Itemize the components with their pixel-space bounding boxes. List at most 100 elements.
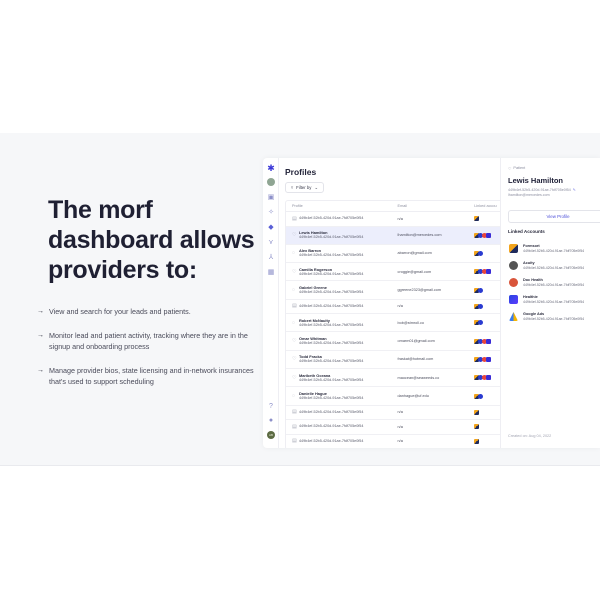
profile-email: croggie@gmail.com — [397, 269, 432, 274]
account-icon[interactable]: ● — [268, 417, 274, 424]
integration-logo-icon — [478, 287, 484, 293]
lock-icon: ▤ — [292, 215, 297, 222]
linked-accounts-title: Linked Accounts — [508, 229, 545, 234]
table-row[interactable]: ♡ Omar Whitman 449b4ef-52b5-420d-91ae-7fd… — [286, 332, 524, 351]
heart-icon: ♡ — [292, 356, 297, 363]
profile-email: fraskat@hotmail.com — [397, 357, 434, 362]
table-row[interactable]: ◌ Robert McNaulty 449b4ef-52b5-420d-91ae-… — [286, 314, 524, 333]
linked-accounts-icons — [474, 216, 524, 222]
table-row[interactable]: ♡ Maribeth Oceana 449b4ef-52b5-420d-91ae-… — [286, 369, 524, 388]
table-row[interactable]: ▤ 449b4ef-52b5-420d-91ae-7fdf705e0f54 n/a — [286, 420, 524, 435]
linked-accounts-icons — [474, 287, 524, 293]
table-row[interactable]: ♡ Todd Fracka 449b4ef-52b5-420d-91ae-7fdf… — [286, 351, 524, 370]
integration-logo-icon — [474, 338, 480, 344]
table-row[interactable]: ▤ 449b4ef-52b5-420d-91ae-7fdf705e0f54 n/a — [286, 300, 524, 315]
linked-accounts-icons — [474, 232, 524, 238]
page-title: Profiles — [285, 167, 317, 177]
linked-accounts-icons — [474, 250, 524, 256]
integration-logo-icon — [482, 356, 488, 362]
integration-logo-icon — [474, 216, 480, 222]
patient-tag: ♡ Patient — [508, 166, 526, 171]
chart-icon[interactable]: ▣ — [267, 194, 275, 201]
integration-logo-icon — [486, 338, 492, 344]
profile-email: n/a — [397, 424, 403, 429]
integration-logo-icon — [474, 375, 480, 381]
apps-icon[interactable]: ▦ — [267, 269, 275, 276]
profile-name: Gabriel Greene — [299, 285, 327, 291]
user-avatar[interactable]: AB — [267, 431, 275, 439]
profile-name: Alex Barron — [299, 248, 322, 254]
table-row[interactable]: ◌ Gabriel Greene 449b4ef-52b5-420d-91ae-7… — [286, 281, 524, 300]
workflow-icon[interactable]: ⅄ — [268, 254, 274, 261]
integration-logo-icon — [482, 375, 488, 381]
table-row[interactable]: ♡ Lewis Hamilton 449b4ef-52b5-420d-91ae-7… — [286, 226, 524, 245]
linked-account-item[interactable]: Healthie 449b4ef-52b5-420d-91ae-7fdf705e… — [509, 291, 600, 308]
table-row[interactable]: ▤ 449b4ef-52b5-420d-91ae-7fdf705e0f54 n/a — [286, 435, 524, 448]
integration-logo-icon — [474, 356, 480, 362]
lock-icon: ▤ — [292, 303, 297, 310]
profile-id: 449b4ef-52b5-420d-91ae-7fdf705e0f54 — [299, 341, 364, 346]
profile-id: 449b4ef-52b5-420d-91ae-7fdf705e0f54 — [299, 303, 364, 308]
profile-id: 449b4ef-52b5-420d-91ae-7fdf705e0f54 — [299, 396, 364, 401]
profile-name: Maribeth Oceana — [299, 372, 331, 378]
linked-account-id: 449b4ef-52b5-420d-91ae-7fdf705e0f54 — [523, 282, 585, 287]
feature-list: → View and search for your leads and pati… — [37, 306, 267, 400]
table-row[interactable]: ▤ 449b4ef-52b5-420d-91ae-7fdf705e0f54 n/a — [286, 212, 524, 227]
chat-icon: ◌ — [292, 250, 295, 257]
integration-logo-icon — [486, 232, 492, 238]
view-profile-button[interactable]: View Profile — [508, 210, 600, 223]
detail-id: 449b4ef-52b5-420d-91ae-7fdf705e0f54 ✎ — [508, 188, 576, 192]
table-row[interactable]: ▤ 449b4ef-52b5-420d-91ae-7fdf705e0f54 n/a — [286, 406, 524, 421]
logo-icon[interactable]: ✱ — [267, 163, 275, 173]
linked-account-item[interactable]: Google Ads 449b4ef-52b5-420d-91ae-7fdf70… — [509, 308, 600, 325]
sidebar-rail: ✱ ▣ ✧ ◆ ⋎ ⅄ ▦ ? ● AB — [263, 158, 279, 448]
integration-logo-icon — [474, 438, 480, 444]
profile-email: n/a — [397, 410, 403, 415]
linked-accounts-list: Formsort 449b4ef-52b5-420d-91ae-7fdf705e… — [509, 240, 600, 325]
integration-logo-icon — [474, 303, 480, 309]
merge-icon[interactable]: ⋎ — [268, 239, 274, 246]
avatar-icon[interactable] — [267, 178, 275, 186]
lock-icon: ▤ — [292, 423, 297, 430]
linked-account-item[interactable]: Acuity 449b4ef-52b5-420d-91ae-7fdf705e0f… — [509, 257, 600, 274]
linked-accounts-icons — [474, 438, 524, 444]
integration-logo-icon — [478, 338, 484, 344]
profile-name: Omar Whitman — [299, 336, 327, 342]
users-icon[interactable]: ◆ — [268, 224, 274, 231]
integration-logo-icon — [478, 269, 484, 275]
integration-logo-icon — [478, 250, 484, 256]
profile-email: lhamilton@mercedes.com — [397, 233, 442, 238]
profile-id: 449b4ef-52b5-420d-91ae-7fdf705e0f54 — [299, 359, 364, 364]
activity-icon[interactable]: ✧ — [268, 209, 274, 216]
table-row[interactable]: ◌ Danielle Hague 449b4ef-52b5-420d-91ae-7… — [286, 387, 524, 406]
linked-account-item[interactable]: Formsort 449b4ef-52b5-420d-91ae-7fdf705e… — [509, 240, 600, 257]
filter-button[interactable]: ▿ Filter by ⌄ — [285, 182, 325, 193]
profiles-panel: Profiles ▿ Filter by ⌄ Profile Email Lin… — [280, 158, 525, 448]
linked-accounts-icons — [474, 356, 524, 362]
integration-logo-icon — [478, 356, 484, 362]
healthie-logo-icon — [509, 295, 518, 304]
linked-account-name: Healthie — [523, 294, 538, 299]
heart-icon: ♡ — [292, 338, 297, 345]
profile-id: 449b4ef-52b5-420d-91ae-7fdf705e0f54 — [299, 290, 364, 295]
profile-email: abarron@gmail.com — [397, 251, 432, 256]
profile-id: 449b4ef-52b5-420d-91ae-7fdf705e0f54 — [299, 377, 364, 382]
table-row[interactable]: ♡ Camilla Rogerson 449b4ef-52b5-420d-91ae… — [286, 263, 524, 282]
integration-logo-icon — [478, 232, 484, 238]
heart-icon: ♡ — [292, 268, 297, 275]
dashboard-screenshot: ✱ ▣ ✧ ◆ ⋎ ⅄ ▦ ? ● AB Profiles ▿ Filter b… — [263, 158, 600, 448]
profile-name: Lewis Hamilton — [299, 230, 328, 236]
profile-id: 449b4ef-52b5-420d-91ae-7fdf705e0f54 — [299, 235, 364, 240]
copy-link-icon[interactable]: ✎ — [572, 188, 576, 192]
integration-logo-icon — [474, 287, 480, 293]
heart-icon: ♡ — [292, 232, 297, 239]
linked-account-item[interactable]: Doc Health 449b4ef-52b5-420d-91ae-7fdf70… — [509, 274, 600, 291]
profile-name: Todd Fracka — [299, 354, 322, 360]
help-icon[interactable]: ? — [269, 403, 273, 410]
table-row[interactable]: ◌ Alex Barron 449b4ef-52b5-420d-91ae-7fdf… — [286, 245, 524, 264]
linked-account-name: Acuity — [523, 260, 535, 265]
profile-name: Danielle Hague — [299, 391, 327, 397]
linked-accounts-icons — [474, 269, 524, 275]
linked-accounts-icons — [474, 393, 524, 399]
integration-logo-icon — [474, 424, 480, 430]
